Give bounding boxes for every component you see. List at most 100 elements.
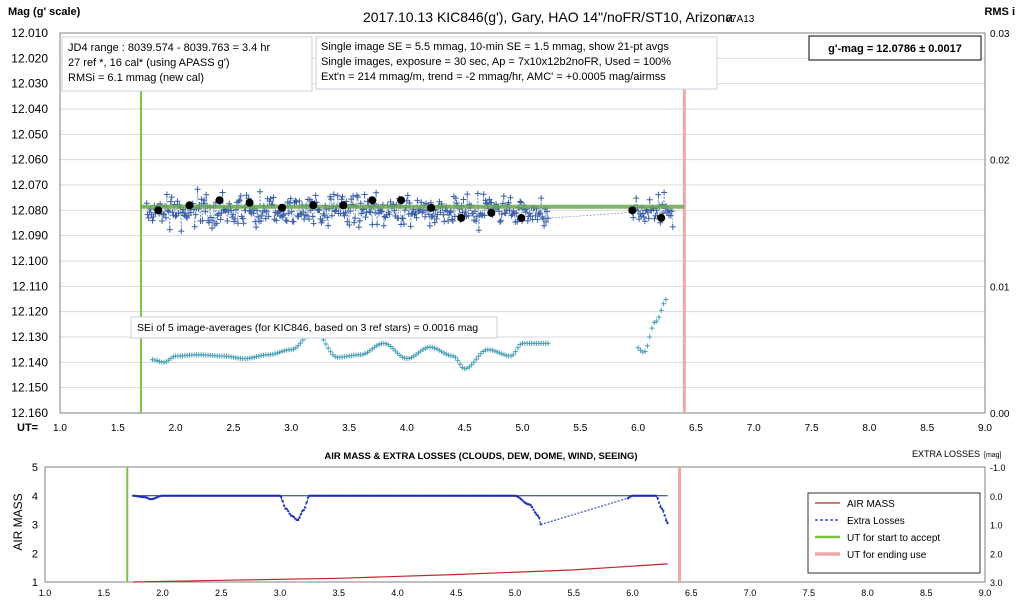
bottom-y-tick-label: 2	[32, 548, 38, 560]
rms-point	[251, 354, 257, 360]
single-image-point	[350, 193, 357, 200]
extra-losses-point	[340, 494, 343, 497]
extra-losses-point	[160, 494, 163, 497]
extra-losses-point	[629, 495, 632, 498]
top-x-tick-label: 7.0	[747, 423, 761, 434]
extra-losses-point	[449, 494, 452, 497]
extra-losses-point	[391, 494, 394, 497]
single-image-point	[218, 210, 225, 217]
bottom-y-tick-label: 5	[32, 462, 38, 474]
top-y-tick-label: 12.040	[11, 102, 48, 116]
extra-losses-point	[414, 494, 417, 497]
single-image-point	[187, 209, 194, 216]
extra-losses-point	[233, 494, 236, 497]
single-image-point	[280, 211, 287, 218]
single-image-point	[344, 218, 351, 225]
extra-losses-point	[367, 494, 370, 497]
extra-losses-point	[141, 496, 144, 499]
extra-losses-point	[228, 494, 231, 497]
extra-losses-point	[189, 494, 192, 497]
extra-losses-point	[321, 494, 324, 497]
single-image-point	[310, 220, 317, 227]
top-x-axis-label: UT=	[17, 422, 38, 434]
extra-losses-point	[470, 494, 473, 497]
extra-losses-point	[229, 494, 232, 497]
single-image-point	[175, 210, 182, 217]
single-image-point	[447, 209, 454, 216]
rms-point	[656, 314, 662, 320]
extra-losses-point	[308, 494, 311, 497]
extra-losses-point	[364, 494, 367, 497]
extra-losses-point	[309, 494, 312, 497]
rms-point	[496, 350, 502, 356]
extra-losses-point	[473, 494, 476, 497]
top-x-tick-label: 3.5	[342, 423, 356, 434]
single-image-point	[540, 215, 547, 222]
rms-point	[156, 358, 162, 364]
extra-losses-point	[510, 494, 513, 497]
legend-label-extra-losses: Extra Losses	[847, 516, 905, 527]
extra-losses-point	[435, 494, 438, 497]
extra-losses-point	[466, 494, 469, 497]
extra-losses-point	[641, 494, 644, 497]
result-value: g'-mag = 12.0786 ± 0.0017	[828, 43, 962, 55]
extra-losses-point	[237, 494, 240, 497]
bottom-x-tick-label: 7.0	[744, 588, 757, 598]
bottom-x-tick-labels: 1.0 1.5 2.0 2.5 3.0 3.5 4.0 4.5 5.0 5.5 6.0 6.5 7.0 7…	[39, 588, 992, 598]
extra-losses-point	[335, 494, 338, 497]
single-image-point	[174, 198, 181, 205]
single-image-point	[283, 218, 290, 225]
extra-losses-point	[349, 494, 352, 497]
extra-losses-point	[490, 494, 493, 497]
top-y-tick-label: 12.120	[11, 305, 48, 319]
extra-losses-point	[397, 494, 400, 497]
extra-losses-point	[353, 494, 356, 497]
extra-losses-point	[222, 494, 225, 497]
single-image-point	[201, 197, 208, 204]
single-image-point	[263, 208, 270, 215]
extra-losses-point	[467, 494, 470, 497]
bottom-y2-tick-labels: -1.0 0.0 1.0 2.0 3.0	[990, 463, 1006, 588]
rms-point	[508, 353, 514, 359]
single-image-point	[179, 209, 186, 216]
single-image-point	[517, 198, 524, 205]
rms-point	[642, 348, 648, 354]
extra-losses-point	[627, 497, 630, 500]
single-image-point	[497, 217, 504, 224]
bottom-y2-tick-label: 0.0	[990, 492, 1003, 502]
extra-losses-point	[226, 494, 229, 497]
extra-losses-point	[378, 494, 381, 497]
single-image-point	[429, 212, 436, 219]
single-image-point	[413, 214, 420, 221]
rms-point	[383, 341, 389, 347]
rms-point	[328, 349, 334, 355]
single-image-point	[191, 223, 198, 230]
bottom-plot-area	[44, 466, 986, 583]
extra-losses-point	[400, 494, 403, 497]
single-image-point	[433, 216, 440, 223]
single-image-point	[655, 191, 662, 198]
extra-losses-point	[280, 495, 283, 498]
single-image-point	[290, 218, 297, 225]
extra-losses-point	[180, 494, 183, 497]
single-image-point	[471, 208, 478, 215]
extra-losses-point	[198, 494, 201, 497]
extra-losses-point	[178, 494, 181, 497]
single-image-point	[361, 191, 368, 198]
extra-losses-point	[421, 494, 424, 497]
top-y-tick-label: 12.020	[11, 51, 48, 65]
extra-losses-point	[648, 494, 651, 497]
extra-losses-point	[655, 494, 658, 497]
extra-losses-point	[154, 496, 157, 499]
extra-losses-point	[371, 494, 374, 497]
extra-losses-point	[538, 516, 541, 519]
extra-losses-point	[323, 494, 326, 497]
top-y2-axis-label: RMS i	[984, 6, 1015, 18]
top-y-tick-labels: 12.010 12.020 12.030 12.040 12.050 12.060 12.0…	[11, 26, 48, 420]
single-image-point	[270, 194, 277, 201]
extra-losses-point	[137, 495, 140, 498]
rms-point	[494, 349, 500, 355]
rms-point	[469, 362, 475, 368]
rms-point	[446, 352, 451, 358]
